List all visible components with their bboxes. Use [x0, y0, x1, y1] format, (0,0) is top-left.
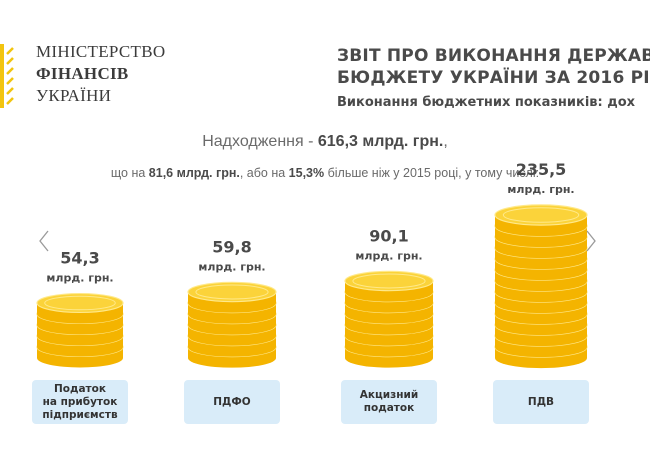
total-revenue-line: Надходження - 616,3 млрд. грн., [0, 133, 650, 151]
delta-suffix: більше ніж у 2015 році, у тому числі: [324, 166, 540, 180]
value-label-2: 59,8 [212, 237, 251, 256]
value-label-3: 90,1 [369, 226, 408, 245]
coin-stack-3 [344, 270, 434, 368]
delta-prefix: що на [110, 166, 149, 180]
logo-line-1: МІНІСТЕРСТВО [36, 42, 166, 61]
chevron-right-icon[interactable] [586, 230, 596, 252]
unit-label-4: млрд. грн. [507, 183, 574, 196]
unit-label-3: млрд. грн. [355, 249, 422, 262]
coin-stack-4 [494, 204, 588, 369]
delta-absolute: 81,6 млрд. грн. [148, 166, 240, 180]
value-label-1: 54,3 [60, 249, 99, 268]
delta-percent: 15,3% [288, 166, 325, 180]
unit-label-2: млрд. грн. [198, 260, 265, 273]
logo-line-3: УКРАЇНИ [36, 86, 112, 105]
report-title-line-2: БЮДЖЕТУ УКРАЇНИ ЗА 2016 РІК [337, 68, 650, 88]
category-label-1: Податок на прибуток підприємств [32, 380, 128, 424]
report-title: ЗВІТ ПРО ВИКОНАННЯ ДЕРЖАВН БЮДЖЕТУ УКРАЇ… [337, 46, 650, 88]
category-label-4: ПДВ [493, 380, 589, 424]
value-label-4: 235,5 [516, 160, 567, 179]
logo-emblem-icon [0, 44, 14, 108]
chevron-left-icon[interactable] [39, 230, 49, 252]
report-title-line-1: ЗВІТ ПРО ВИКОНАННЯ ДЕРЖАВН [337, 46, 650, 66]
total-prefix: Надходження - [202, 133, 318, 150]
total-suffix: , [443, 133, 448, 150]
category-label-3: Акцизний податок [341, 380, 437, 424]
unit-label-1: млрд. грн. [46, 272, 113, 285]
growth-line: що на 81,6 млрд. грн., або на 15,3% біль… [0, 166, 650, 180]
logo-line-2: ФІНАНСІВ [36, 64, 129, 83]
category-label-2: ПДФО [184, 380, 280, 424]
coin-stack-2 [187, 281, 277, 368]
report-subtitle: Виконання бюджетних показників: дох [337, 95, 636, 110]
delta-mid: , або на [239, 166, 289, 180]
coin-stack-1 [36, 292, 124, 368]
total-value: 616,3 млрд. грн. [317, 133, 444, 150]
